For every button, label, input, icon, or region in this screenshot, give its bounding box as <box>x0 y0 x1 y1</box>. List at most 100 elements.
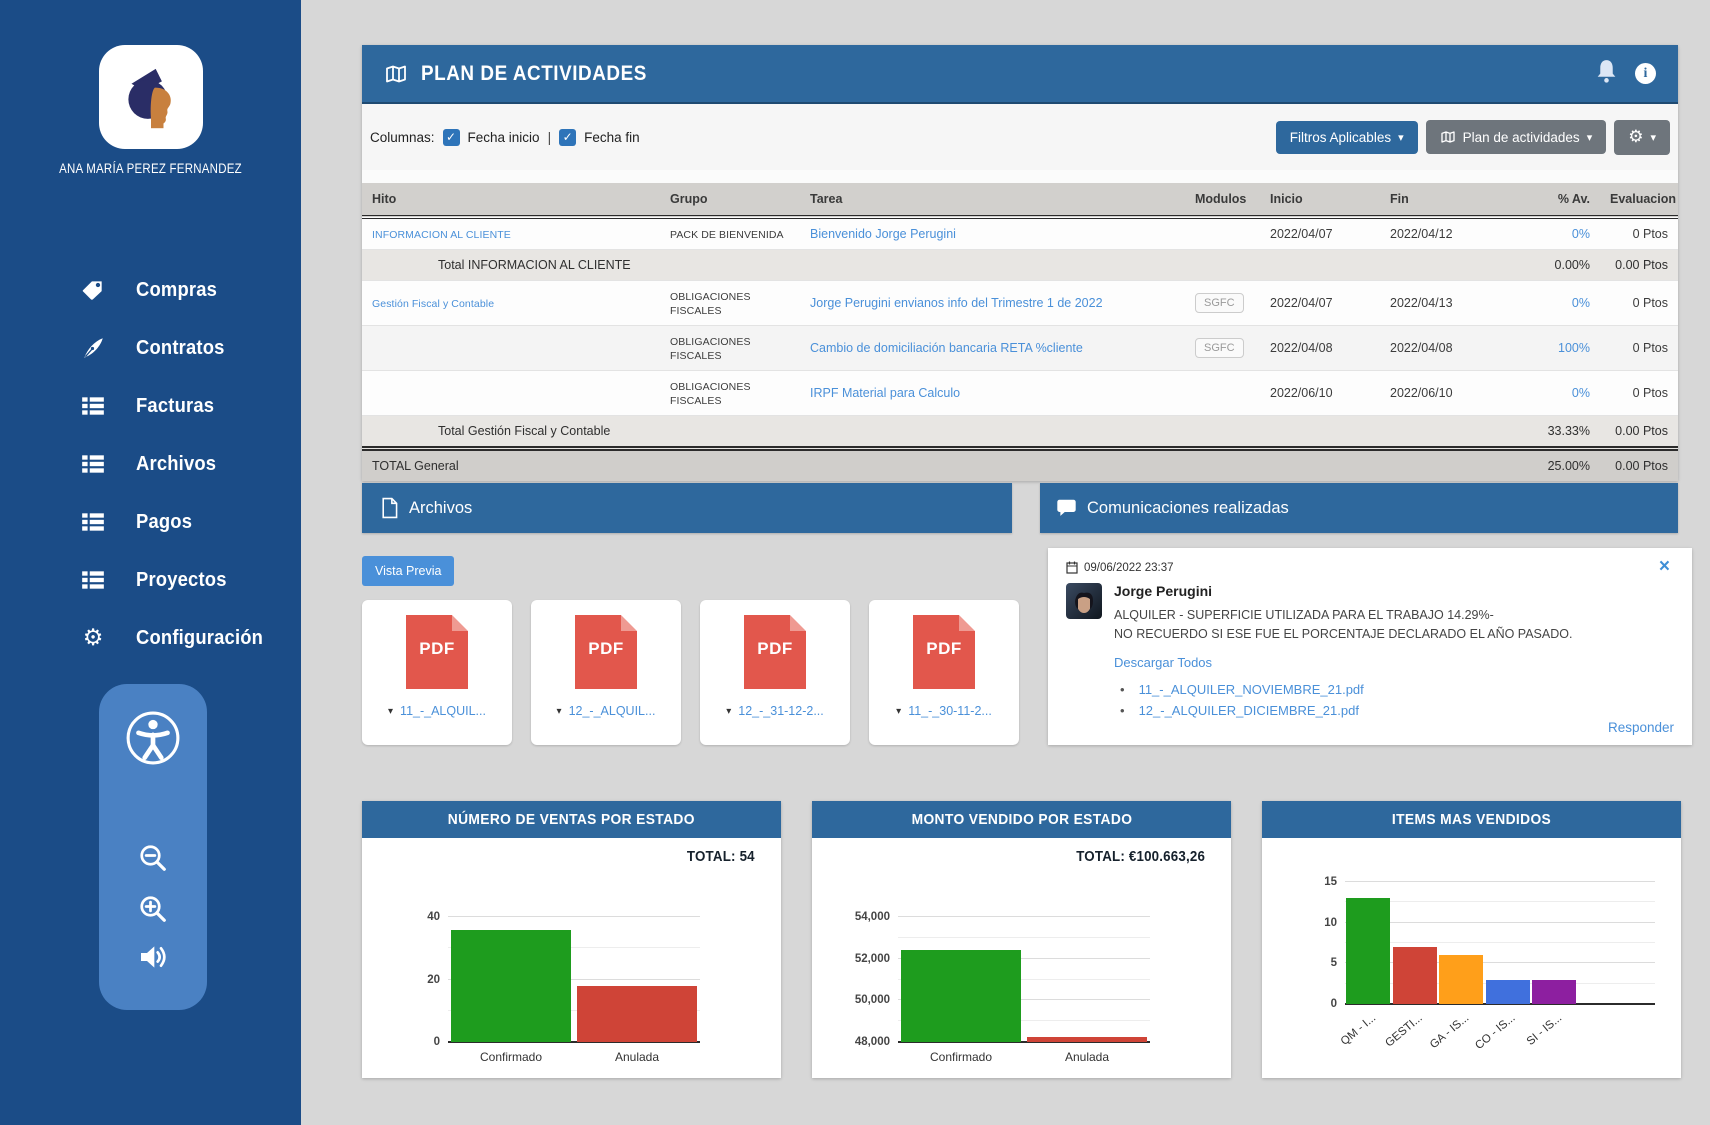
chevron-down-icon: ▾ <box>1586 130 1593 144</box>
x-category-label: CO - IS... <box>1473 1012 1518 1052</box>
company-logo <box>99 45 203 149</box>
y-axis-tick-label: 10 <box>1324 916 1337 929</box>
magnifier-minus-icon <box>140 845 166 871</box>
descargar-todos-link[interactable]: Descargar Todos <box>1114 654 1213 670</box>
sidebar-item-proyectos[interactable]: Proyectos <box>0 551 301 609</box>
zoom-in-button[interactable] <box>138 894 168 927</box>
grupo-cell: PACK DE BIENVENIDA <box>670 229 784 241</box>
chevron-down-icon[interactable]: ▾ <box>896 705 902 717</box>
pdf-file-icon[interactable]: PDF <box>744 615 806 689</box>
info-icon[interactable]: i <box>1635 63 1656 84</box>
table-row: Gestión Fiscal y Contable OBLIGACIONES F… <box>362 280 1678 326</box>
subtotal-label: Total Gestión Fiscal y Contable <box>362 415 1490 449</box>
pdf-card: PDF ▾ 11_-_ALQUIL... <box>362 600 512 745</box>
chart-title: MONTO VENDIDO POR ESTADO <box>911 811 1132 828</box>
col-inicio[interactable]: Inicio <box>1260 183 1380 219</box>
grupo-cell: OBLIGACIONES FISCALES <box>670 291 751 317</box>
x-category-label: Anulada <box>614 1050 660 1064</box>
fecha-fin-label: Fecha fin <box>584 129 640 145</box>
chevron-down-icon[interactable]: ▾ <box>556 705 562 717</box>
inicio-cell: 2022/06/10 <box>1260 370 1380 416</box>
woman-profile-logo-icon <box>128 68 171 129</box>
sidebar-item-label: Archivos <box>136 452 217 475</box>
file-link[interactable]: 11_-_30-11-2... <box>908 704 992 718</box>
plan-de-actividades-panel: PLAN DE ACTIVIDADES i Columnas: ✓ Fecha … <box>362 45 1678 481</box>
x-category-label: SI - IS... <box>1524 1012 1565 1048</box>
hito-link[interactable]: INFORMACION AL CLIENTE <box>372 229 511 241</box>
fecha-inicio-checkbox[interactable]: ✓ <box>442 128 460 146</box>
notifications-bell-icon[interactable] <box>1594 58 1619 90</box>
col-modulos[interactable]: Modulos <box>1185 183 1260 219</box>
col-fin[interactable]: Fin <box>1380 183 1490 219</box>
responder-link[interactable]: Responder <box>1607 720 1674 735</box>
gridline <box>448 978 700 980</box>
avance-cell[interactable]: 0% <box>1571 296 1590 310</box>
chart-total-label: TOTAL: €100.663,26 <box>1076 849 1205 865</box>
tarea-link[interactable]: Bienvenido Jorge Perugini <box>810 227 956 241</box>
modulo-badge: SGFC <box>1195 338 1244 358</box>
pdf-file-icon[interactable]: PDF <box>406 615 468 689</box>
x-category-label: Confirmado <box>929 1050 993 1064</box>
col-tarea[interactable]: Tarea <box>800 183 1185 219</box>
accessibility-button[interactable] <box>125 710 181 769</box>
fecha-fin-checkbox[interactable]: ✓ <box>559 128 577 146</box>
tarea-link[interactable]: IRPF Material para Calculo <box>810 386 961 400</box>
col-grupo[interactable]: Grupo <box>660 183 800 219</box>
col-avance[interactable]: % Av. <box>1490 183 1600 219</box>
chevron-down-icon[interactable]: ▾ <box>388 705 394 717</box>
activities-table: Hito Grupo Tarea Modulos Inicio Fin % Av… <box>362 183 1678 481</box>
chevron-down-icon[interactable]: ▾ <box>726 705 732 717</box>
sidebar-item-facturas[interactable]: Facturas <box>0 377 301 435</box>
attachment-link[interactable]: 11_-_ALQUILER_NOVIEMBRE_21.pdf <box>1138 681 1364 697</box>
speaker-button[interactable] <box>137 941 169 976</box>
sidebar-item-archivos[interactable]: Archivos <box>0 435 301 493</box>
sidebar-item-label: Pagos <box>136 510 193 533</box>
file-link[interactable]: 12_-_31-12-2... <box>738 704 824 718</box>
sidebar-item-contratos[interactable]: Contratos <box>0 319 301 377</box>
close-icon[interactable]: × <box>1653 556 1676 577</box>
pdf-label: PDF <box>588 639 624 658</box>
plan-de-actividades-button[interactable]: Plan de actividades ▾ <box>1425 120 1607 154</box>
evaluacion-cell: 0 Ptos <box>1600 325 1678 371</box>
grand-total-label: TOTAL General <box>362 446 1490 481</box>
chart-title-bar: MONTO VENDIDO POR ESTADO <box>812 801 1231 838</box>
sidebar-item-compras[interactable]: Compras <box>0 261 301 319</box>
person-photo-icon <box>1075 592 1093 613</box>
x-category-label: Confirmado <box>479 1050 543 1064</box>
attachment-link[interactable]: 12_-_ALQUILER_DICIEMBRE_21.pdf <box>1138 702 1359 718</box>
archivos-title: Archivos <box>409 498 473 517</box>
chart-total-label: TOTAL: 54 <box>687 849 755 865</box>
vista-previa-button[interactable]: Vista Previa <box>362 556 455 586</box>
avance-cell[interactable]: 0% <box>1571 227 1590 241</box>
pdf-file-icon[interactable]: PDF <box>913 615 975 689</box>
sidebar-item-pagos[interactable]: Pagos <box>0 493 301 551</box>
gridline <box>448 1009 700 1011</box>
pdf-card: PDF ▾ 11_-_30-11-2... <box>869 600 1019 745</box>
avance-cell[interactable]: 100% <box>1558 341 1590 355</box>
evaluacion-cell: 0.00 Ptos <box>1600 249 1678 281</box>
settings-button[interactable]: ⚙ ▾ <box>1614 119 1670 155</box>
zoom-out-button[interactable] <box>138 843 168 876</box>
col-evaluacion[interactable]: Evaluacion <box>1600 183 1678 219</box>
list-icon <box>78 509 108 535</box>
magnifier-plus-icon <box>140 896 166 922</box>
page-title: PLAN DE ACTIVIDADES <box>421 61 647 85</box>
bar-Confirmado <box>451 929 571 1042</box>
communication-date: 09/06/2022 23:37 <box>1084 561 1174 574</box>
filtros-aplicables-button[interactable]: Filtros Aplicables ▾ <box>1275 120 1418 154</box>
y-axis-tick-label: 5 <box>1330 957 1337 970</box>
pdf-file-icon[interactable]: PDF <box>575 615 637 689</box>
bar-SI - IS... <box>1532 979 1577 1004</box>
file-link[interactable]: 11_-_ALQUIL... <box>400 704 486 718</box>
gridline <box>1345 962 1655 964</box>
file-link[interactable]: 12_-_ALQUIL... <box>568 704 656 718</box>
tarea-link[interactable]: Jorge Perugini envianos info del Trimest… <box>810 296 1103 310</box>
communication-date-row: 09/06/2022 23:37 <box>1066 561 1674 574</box>
hito-link[interactable]: Gestión Fiscal y Contable <box>372 298 495 310</box>
chart-title: NÚMERO DE VENTAS POR ESTADO <box>447 811 696 828</box>
col-hito[interactable]: Hito <box>362 183 660 219</box>
avance-cell[interactable]: 0% <box>1571 386 1590 400</box>
chart-title-bar: ITEMS MAS VENDIDOS <box>1262 801 1681 838</box>
tarea-link[interactable]: Cambio de domiciliación bancaria RETA %c… <box>810 341 1083 355</box>
sidebar-item-configuracion[interactable]: ⚙ Configuración <box>0 609 301 667</box>
